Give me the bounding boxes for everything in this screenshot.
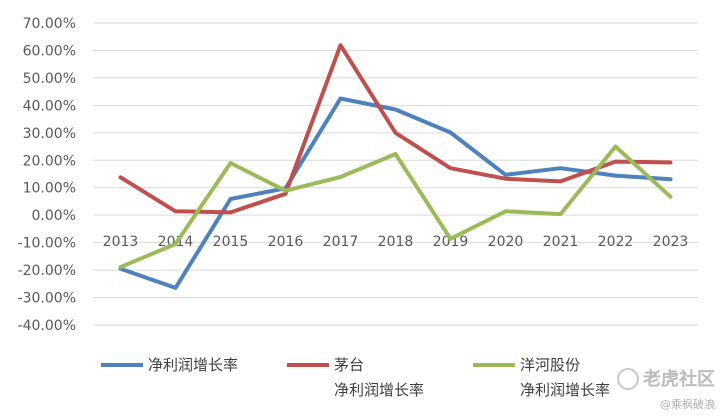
legend-label: 净利润增长率 [148,356,238,374]
tiger-logo-icon [617,368,639,390]
x-axis-ticks: 2013 2014 2015 2016 2017 2018 2019 2020 2021 2022… [103,234,689,250]
x-tick-label: 2019 [433,234,469,250]
y-tick-label: -20.00% [18,263,76,279]
x-tick-label: 2015 [213,234,249,250]
series-line-2 [118,43,673,215]
x-tick-label: 2021 [543,234,579,250]
y-tick-label: 30.00% [23,126,76,142]
y-tick-label: 40.00% [23,98,76,114]
x-tick-label: 2017 [323,234,359,250]
watermark-logo-text: 老虎社区 [643,368,715,390]
watermark: 老虎社区 @乘枫破浪 [617,368,715,411]
legend-label: 洋河股份净利润增长率 [520,356,610,399]
y-axis-ticks: 70.00% 60.00% 50.00% 40.00% 30.00% 20.00% 10.0… [18,16,76,334]
y-tick-label: -30.00% [18,291,76,307]
watermark-user: @乘枫破浪 [660,397,715,411]
series-line-1 [118,96,673,290]
legend-label: 茅台净利润增长率 [334,356,424,399]
y-tick-label: 20.00% [23,153,76,169]
x-tick-label: 2018 [378,234,414,250]
y-tick-label: -40.00% [18,318,76,334]
legend: 净利润增长率 茅台净利润增长率 洋河股份净利润增长率 [101,356,610,399]
series-lines [118,43,673,290]
y-tick-label: 10.00% [23,181,76,197]
y-tick-label: 50.00% [23,71,76,87]
x-tick-label: 2013 [103,234,139,250]
y-tick-label: 0.00% [32,208,76,224]
x-tick-label: 2016 [268,234,304,250]
x-tick-label: 2020 [488,234,524,250]
y-tick-label: -10.00% [18,236,76,252]
series-line-3 [118,144,673,270]
x-tick-label: 2022 [598,234,634,250]
y-tick-label: 70.00% [23,16,76,32]
y-tick-label: 60.00% [23,43,76,59]
x-tick-label: 2023 [653,234,689,250]
